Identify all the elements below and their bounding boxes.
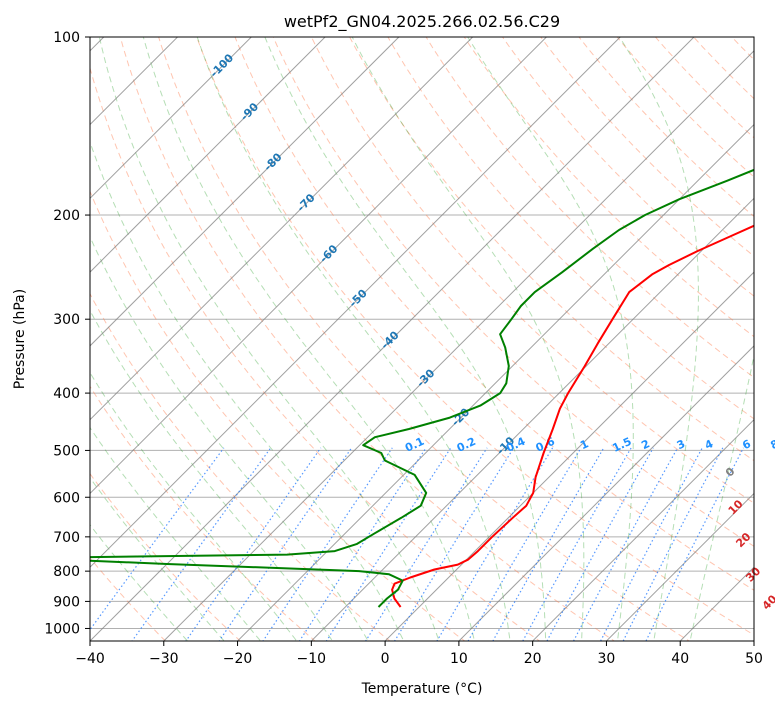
isotherm-line [90,37,326,273]
dry-adiabat [196,37,754,636]
y-tick-label: 100 [53,30,80,46]
isotherm-line [90,37,474,421]
mixing-ratio-line [492,447,605,641]
mixing-ratio-line [546,447,654,641]
isotherm-line [605,492,754,641]
mixing-ratio-line [393,447,515,641]
dry-adiabat [463,37,754,338]
dry-adiabat [90,190,466,641]
moist-adiabat [351,37,585,641]
dry-adiabat [119,37,616,641]
moist-adiabat [142,37,476,641]
x-tick-label: 30 [598,651,616,667]
moist-adiabat [90,140,405,641]
temperature-profile-line [391,224,754,608]
isotherm-line [310,197,754,641]
dry-adiabat [90,385,316,641]
dry-adiabat [272,37,754,547]
isotherm-line [236,123,754,641]
mixing-ratio-line [645,447,745,641]
mixing-ratio-line [325,447,452,641]
y-tick-label: 500 [53,443,80,459]
dry-adiabat [90,472,241,641]
y-axis-label: Pressure (hPa) [12,289,28,389]
moist-adiabat [90,309,334,641]
moist-adiabat [90,235,369,641]
y-tick-label: 200 [53,208,80,224]
moist-adiabat [618,37,699,641]
dry-adiabat [234,37,754,591]
mixing-ratio-line [364,447,488,641]
mixing-ratio-line [185,447,322,641]
x-tick-label: 20 [524,651,542,667]
mixing-ratio-label: 8 [768,437,775,452]
isotherm-line [90,37,621,568]
moist-adiabat [90,476,225,641]
y-tick-label: 1000 [44,621,80,637]
isotherm-line [531,418,754,641]
chart-title: wetPf2_GN04.2025.266.02.56.C29 [284,12,560,32]
x-tick-label: 40 [671,651,689,667]
x-axis: −40 −30 −20 −10 0 10 20 30 40 50 [75,641,763,667]
mixing-ratio-line [436,447,554,641]
moist-adiabat [264,37,547,641]
dry-adiabat [90,292,391,641]
y-tick-label: 300 [53,312,80,328]
moist-adiabat [467,37,634,641]
x-tick-label: −10 [297,651,327,667]
background-lines [90,37,754,641]
moist-adiabat [689,353,754,641]
mixing-ratio-line [298,447,427,641]
y-tick-label: 400 [53,386,80,402]
x-tick-label: 50 [745,651,763,667]
y-tick-label: 800 [53,564,80,580]
isotherm-line [90,37,179,126]
moist-adiabat [90,426,262,641]
mixing-ratio-line [262,447,393,641]
mixing-ratio-line [218,447,353,641]
x-tick-label: 0 [381,651,390,667]
mixing-ratio-line [522,447,632,641]
dry-adiabat [501,37,754,297]
x-tick-label: 10 [450,651,468,667]
isotherm-line [163,50,754,641]
dry-adiabat [90,66,541,641]
x-tick-label: −30 [149,651,179,667]
dewpoint-profile-line [90,168,754,608]
mixing-ratio-line [90,447,225,631]
x-tick-label: −40 [75,651,105,667]
isotherm-line [384,271,754,641]
isotherm-line [90,37,400,347]
moist-adiabat [90,371,298,641]
x-tick-label: −20 [223,651,253,667]
isotherm-line [458,345,754,641]
isotherm-line [90,37,548,495]
mixing-ratio-line [622,447,724,641]
dry-adiabat [310,37,754,504]
sounding-profiles [90,168,754,608]
isotherm-line [90,37,695,641]
y-axis: 100 200 300 400 500 600 700 800 900 1000 [44,30,90,637]
y-tick-label: 600 [53,490,80,506]
y-tick-label: 700 [53,530,80,546]
plot-frame [89,36,755,642]
y-tick-label: 900 [53,594,80,610]
x-axis-label: Temperature (°C) [361,681,483,697]
isotherm-line [90,37,253,200]
